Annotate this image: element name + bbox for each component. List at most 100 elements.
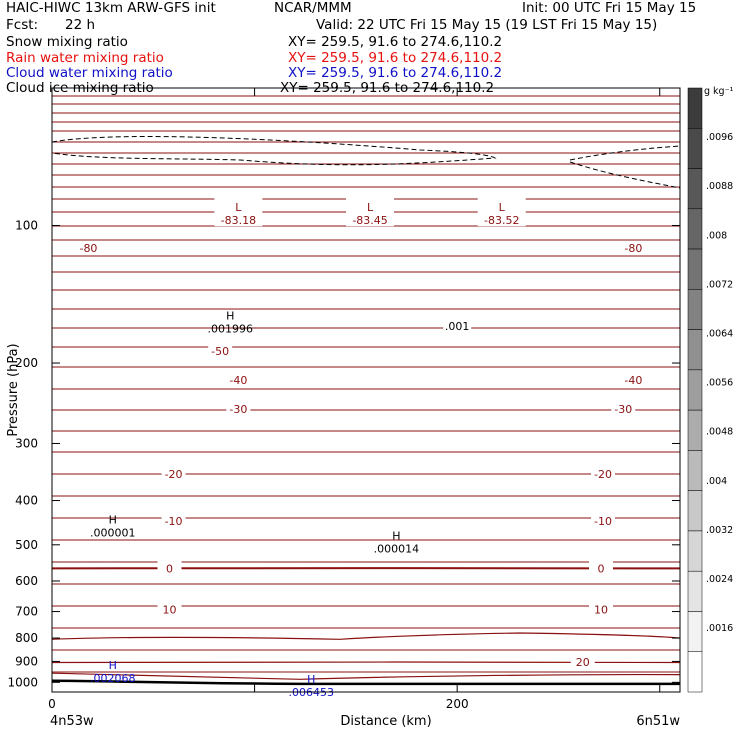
field-xy-snow: XY= 259.5, 91.6 to 274.6,110.2 (288, 34, 503, 50)
isotherm-label-bg (611, 401, 636, 415)
extremum-value: .006453 (289, 686, 335, 699)
x-axis-label: Distance (km) (340, 714, 431, 729)
colorbar-label: .0096 (706, 132, 733, 143)
y-tick-label: 700 (15, 605, 38, 619)
colorbar-swatch (687, 208, 703, 250)
isotherm-label-bg (226, 401, 251, 415)
isotherm-label: -80 (79, 242, 97, 255)
colorbar-label: .0056 (706, 378, 733, 389)
y-tick-label: 200 (15, 356, 38, 370)
forecast-label: Fcst: (6, 17, 39, 33)
ice-contour-line (569, 145, 681, 161)
x-tick-label: 200 (446, 697, 469, 711)
isotherm-label: 20 (576, 656, 590, 669)
colorbar-label: .0032 (706, 525, 733, 536)
extremum-value: .000001 (90, 527, 136, 540)
colorbar-swatch (687, 369, 703, 411)
field-name-rain: Rain water mixing ratio (6, 50, 164, 66)
freezing-level-line (51, 567, 681, 570)
colorbar-swatch (687, 611, 703, 652)
colorbar-swatch (687, 570, 703, 612)
isotherm-label-bg (208, 343, 233, 357)
isotherm-label: 0 (166, 562, 173, 575)
colorbar-label: .0072 (706, 279, 733, 290)
colorbar-swatch (687, 329, 703, 371)
isotherm-label-bg (157, 561, 182, 575)
isotherm-label: -80 (624, 242, 642, 255)
field-name-snow: Snow mixing ratio (6, 34, 128, 50)
organization-label: NCAR/MMM (274, 0, 352, 16)
forecast-hours: 22 h (65, 17, 96, 33)
isotherm-label-bg (588, 561, 613, 575)
isotherm-label-bg (621, 240, 646, 254)
ice-label-bg (443, 319, 472, 333)
colorbar-label: .004 (706, 476, 727, 487)
extremum-value: -83.45 (352, 214, 387, 227)
isotherm-label: -40 (624, 374, 642, 387)
extremum-value: .000014 (374, 542, 420, 555)
isotherm-label: -40 (229, 374, 247, 387)
colorbar-label: .0048 (706, 427, 733, 438)
extremum-symbol: H (109, 659, 117, 672)
extremum-label-bg (477, 198, 526, 227)
colorbar-swatch (687, 87, 703, 129)
extremum-symbol: H (392, 529, 400, 542)
plot-frame (51, 87, 681, 693)
terrain-line (51, 679, 680, 686)
isotherm-label-bg (570, 655, 595, 669)
contour-labels: -80 -80 -50 -40 -40 -30 -30 -20 -20 -10 -10 0 0 10 10 2… (76, 198, 646, 699)
y-tick-label: 300 (15, 436, 38, 450)
isotherm-label: 10 (594, 603, 608, 616)
colorbar-unit: g kg⁻¹ (704, 86, 734, 97)
y-tick-label: 100 (15, 219, 38, 233)
isotherm-label: -20 (594, 468, 612, 481)
extremum-symbol: L (499, 201, 506, 214)
extremum-value: .001996 (208, 323, 254, 336)
extremum-symbol: H (307, 673, 315, 686)
isotherm-label-bg (588, 602, 613, 616)
extremum-symbol: L (235, 201, 242, 214)
isotherm-label: -10 (594, 515, 612, 528)
isotherm-label: 10 (162, 603, 176, 616)
colorbar-swatch (687, 128, 703, 169)
colorbar-swatch (687, 409, 703, 451)
y-tick-label: 900 (15, 654, 38, 668)
init-time: Init: 00 UTC Fri 15 May 15 (522, 0, 697, 16)
colorbar-label: .0016 (706, 623, 733, 634)
y-tick-label: 800 (15, 631, 38, 645)
isotherm-label: -50 (211, 345, 229, 358)
isotherm-label: -30 (614, 403, 632, 416)
y-tick-label: 500 (15, 538, 38, 552)
isotherm-line (51, 632, 681, 640)
colorbar-swatch (687, 651, 703, 693)
field-name-cloud-water: Cloud water mixing ratio (6, 65, 173, 81)
ice-contour-line (569, 161, 681, 189)
extremum-symbol: H (109, 514, 117, 527)
colorbar-label: .0024 (706, 574, 733, 585)
cloud-ice-contours (51, 136, 681, 189)
extremum-value: -83.52 (484, 214, 519, 227)
field-xy-cloud-water: XY= 259.5, 91.6 to 274.6,110.2 (288, 65, 503, 81)
isotherm-label-bg (161, 467, 186, 481)
isotherm-label: -20 (165, 468, 183, 481)
y-axis-label: Pressure (hPa) (6, 343, 21, 436)
colorbar-swatch (687, 490, 703, 532)
colorbar: .0096 .0088 .008 .0072 .0064 .0056 .0048 .004 .0… (687, 86, 734, 693)
colorbar-swatch (687, 530, 703, 572)
isotherm-line (51, 672, 681, 680)
y-tick-label: 600 (15, 574, 38, 588)
isotherm-label-bg (226, 373, 251, 387)
colorbar-swatch (687, 248, 703, 290)
plot-title: HAIC-HIWC 13km ARW-GFS init (6, 0, 216, 16)
isotherm-label-bg (621, 373, 646, 387)
extremum-value: .002068 (90, 672, 136, 685)
ice-contour-label: .001 (445, 320, 470, 333)
extremum-value: -83.18 (221, 214, 256, 227)
isotherm-label-bg (591, 513, 616, 527)
colorbar-swatch (687, 450, 703, 491)
extremum-label-bg (346, 198, 395, 227)
ice-contour-line (51, 136, 497, 166)
colorbar-swatch (687, 168, 703, 210)
y-tick-label: 400 (15, 494, 38, 508)
right-endpoint-label: 6n51w (636, 714, 680, 729)
